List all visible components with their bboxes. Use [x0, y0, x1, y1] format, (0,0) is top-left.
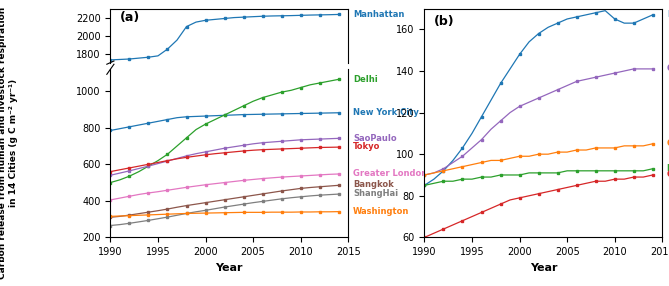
- Text: Cape Town: Cape Town: [667, 64, 669, 74]
- Text: ShangHai: ShangHai: [353, 189, 398, 198]
- Text: Delhi: Delhi: [353, 75, 378, 84]
- Text: Tokyo: Tokyo: [353, 142, 381, 151]
- Text: (b): (b): [434, 15, 454, 28]
- Text: Bangkok: Bangkok: [353, 180, 394, 189]
- Text: Greater Toronto: Greater Toronto: [667, 170, 669, 180]
- Text: Greater London: Greater London: [353, 170, 427, 178]
- Text: Carbon release from human and livestock respiration
in 14 Cities (g C m⁻² yr⁻¹): Carbon release from human and livestock …: [0, 7, 17, 279]
- X-axis label: Year: Year: [530, 263, 557, 273]
- Text: Manhattan: Manhattan: [353, 10, 405, 19]
- Text: New York City: New York City: [353, 108, 419, 117]
- Text: Los Angeles: Los Angeles: [667, 164, 669, 173]
- Text: Beijing: Beijing: [667, 10, 669, 19]
- Text: SaoPaulo: SaoPaulo: [353, 134, 397, 143]
- Text: (a): (a): [120, 11, 140, 24]
- Text: Washington: Washington: [353, 207, 409, 216]
- X-axis label: Year: Year: [215, 263, 243, 273]
- Text: Greater Paris: Greater Paris: [667, 139, 669, 148]
